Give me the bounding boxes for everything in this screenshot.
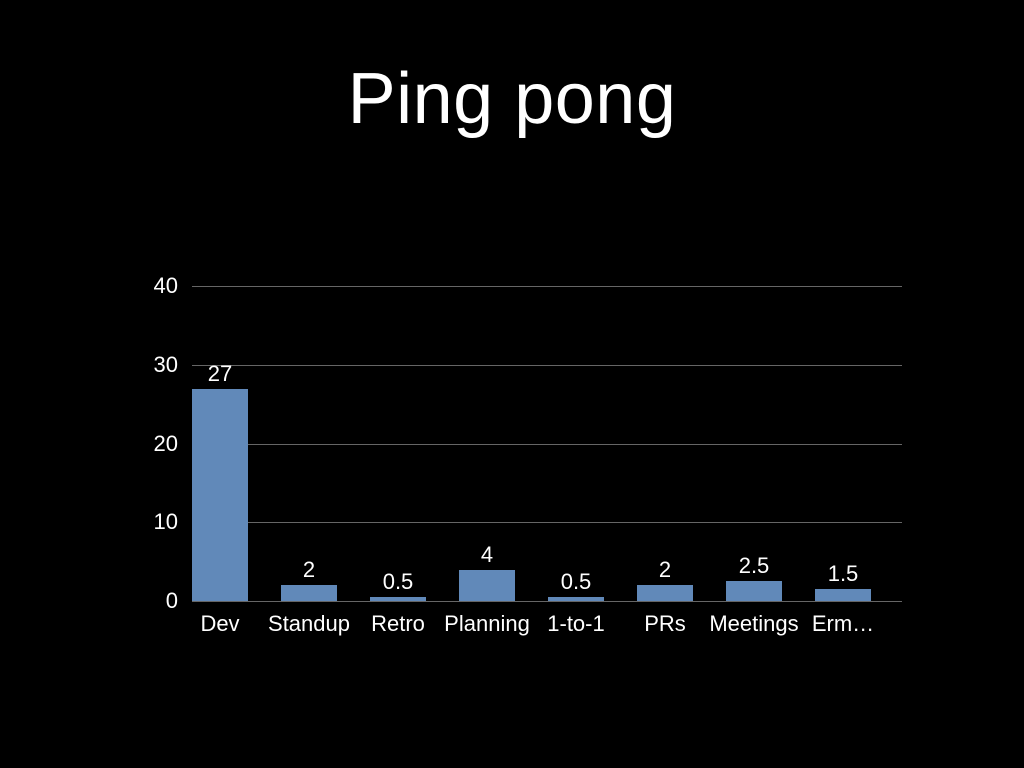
x-tick-label: Meetings xyxy=(709,601,798,637)
x-tick-label: Dev xyxy=(200,601,239,637)
bar: 4 xyxy=(459,570,515,601)
bar-value-label: 0.5 xyxy=(383,569,414,595)
bar: 27 xyxy=(192,389,248,601)
gridline xyxy=(192,365,902,366)
y-tick-label: 20 xyxy=(154,431,192,457)
y-tick-label: 10 xyxy=(154,509,192,535)
gridline xyxy=(192,444,902,445)
bar-value-label: 2 xyxy=(303,557,315,583)
bar: 2 xyxy=(637,585,693,601)
x-tick-label: 1-to-1 xyxy=(547,601,604,637)
y-tick-label: 40 xyxy=(154,273,192,299)
x-tick-label: Erm… xyxy=(812,601,874,637)
gridline xyxy=(192,522,902,523)
gridline xyxy=(192,286,902,287)
bar: 1.5 xyxy=(815,589,871,601)
x-tick-label: Planning xyxy=(444,601,530,637)
x-tick-label: Retro xyxy=(371,601,425,637)
y-tick-label: 30 xyxy=(154,352,192,378)
x-tick-label: Standup xyxy=(268,601,350,637)
bar-value-label: 27 xyxy=(208,361,232,387)
bar-value-label: 4 xyxy=(481,542,493,568)
y-tick-label: 0 xyxy=(166,588,192,614)
bar: 2.5 xyxy=(726,581,782,601)
plot-area: 01020304027Dev2Standup0.5Retro4Planning0… xyxy=(192,255,902,601)
bar: 2 xyxy=(281,585,337,601)
bar-chart: 01020304027Dev2Standup0.5Retro4Planning0… xyxy=(0,0,1024,768)
bar-value-label: 0.5 xyxy=(561,569,592,595)
bar-value-label: 2.5 xyxy=(739,553,770,579)
slide: Ping pong 01020304027Dev2Standup0.5Retro… xyxy=(0,0,1024,768)
bar-value-label: 1.5 xyxy=(828,561,859,587)
bar-value-label: 2 xyxy=(659,557,671,583)
x-tick-label: PRs xyxy=(644,601,686,637)
